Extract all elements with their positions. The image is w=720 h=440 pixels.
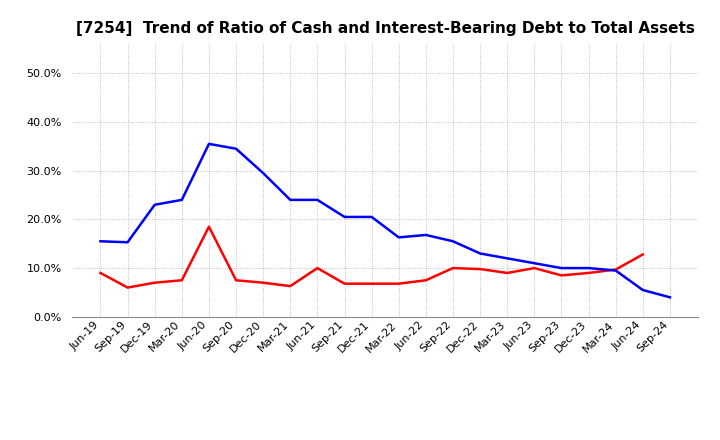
Interest-Bearing Debt — [584, 265, 593, 271]
Cash — [367, 281, 376, 286]
Interest-Bearing Debt — [449, 238, 457, 244]
Interest-Bearing Debt — [123, 240, 132, 245]
Interest-Bearing Debt — [530, 260, 539, 266]
Cash — [557, 273, 566, 278]
Interest-Bearing Debt — [286, 197, 294, 202]
Interest-Bearing Debt — [341, 214, 349, 220]
Interest-Bearing Debt — [476, 251, 485, 256]
Cash — [286, 283, 294, 289]
Cash — [476, 266, 485, 271]
Interest-Bearing Debt — [150, 202, 159, 207]
Interest-Bearing Debt — [421, 232, 430, 238]
Interest-Bearing Debt — [178, 197, 186, 202]
Cash — [395, 281, 403, 286]
Cash — [204, 224, 213, 229]
Line: Cash: Cash — [101, 227, 643, 288]
Interest-Bearing Debt — [503, 256, 511, 261]
Legend: Cash, Interest-Bearing Debt: Cash, Interest-Bearing Debt — [251, 438, 519, 440]
Cash — [150, 280, 159, 285]
Interest-Bearing Debt — [557, 265, 566, 271]
Cash — [259, 280, 268, 285]
Interest-Bearing Debt — [611, 268, 620, 273]
Cash — [313, 265, 322, 271]
Cash — [639, 252, 647, 257]
Cash — [449, 265, 457, 271]
Interest-Bearing Debt — [232, 146, 240, 151]
Interest-Bearing Debt — [204, 141, 213, 147]
Cash — [611, 267, 620, 272]
Cash — [123, 285, 132, 290]
Interest-Bearing Debt — [96, 238, 105, 244]
Interest-Bearing Debt — [259, 170, 268, 176]
Cash — [96, 270, 105, 275]
Interest-Bearing Debt — [665, 295, 674, 300]
Interest-Bearing Debt — [639, 287, 647, 293]
Interest-Bearing Debt — [367, 214, 376, 220]
Interest-Bearing Debt — [313, 197, 322, 202]
Cash — [421, 278, 430, 283]
Line: Interest-Bearing Debt: Interest-Bearing Debt — [101, 144, 670, 297]
Cash — [584, 270, 593, 275]
Cash — [178, 278, 186, 283]
Cash — [530, 265, 539, 271]
Interest-Bearing Debt — [395, 235, 403, 240]
Title: [7254]  Trend of Ratio of Cash and Interest-Bearing Debt to Total Assets: [7254] Trend of Ratio of Cash and Intere… — [76, 21, 695, 36]
Cash — [232, 278, 240, 283]
Cash — [503, 270, 511, 275]
Cash — [341, 281, 349, 286]
